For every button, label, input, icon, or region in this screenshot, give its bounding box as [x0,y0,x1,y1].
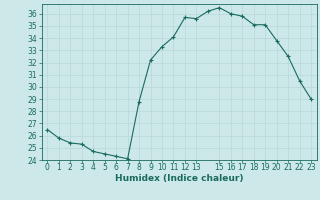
X-axis label: Humidex (Indice chaleur): Humidex (Indice chaleur) [115,174,244,183]
